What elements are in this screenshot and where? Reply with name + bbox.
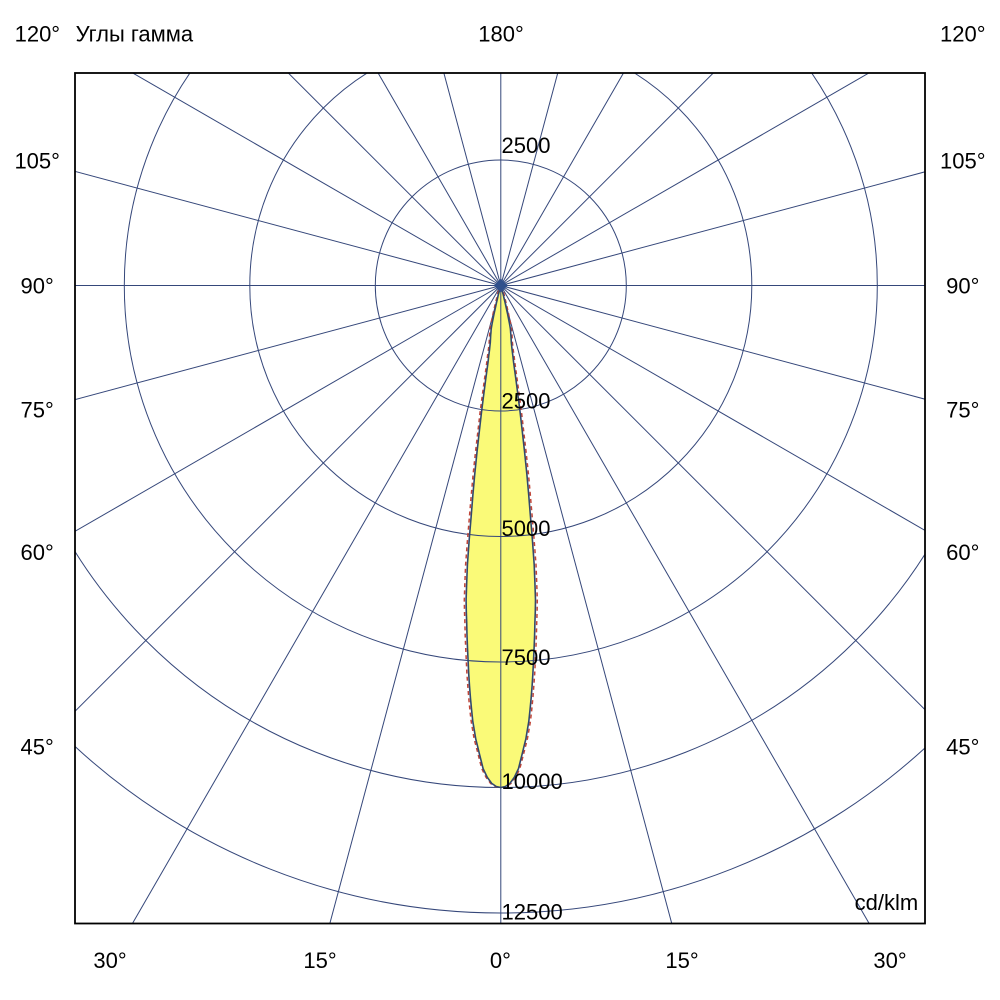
svg-text:90°: 90° (946, 274, 979, 299)
svg-text:2500: 2500 (502, 389, 551, 414)
svg-text:2500: 2500 (502, 133, 551, 158)
svg-text:45°: 45° (21, 734, 54, 759)
svg-text:45°: 45° (946, 734, 979, 759)
svg-text:105°: 105° (14, 149, 60, 174)
svg-text:0°: 0° (490, 948, 511, 973)
svg-text:12500: 12500 (502, 899, 563, 924)
svg-text:120°: 120° (940, 22, 986, 47)
svg-text:30°: 30° (873, 948, 906, 973)
svg-text:75°: 75° (21, 397, 54, 422)
svg-text:180°: 180° (478, 22, 524, 47)
svg-text:75°: 75° (946, 397, 979, 422)
svg-text:60°: 60° (946, 540, 979, 565)
svg-text:15°: 15° (303, 948, 336, 973)
svg-text:15°: 15° (665, 948, 698, 973)
svg-text:cd/klm: cd/klm (855, 890, 919, 915)
svg-text:7500: 7500 (502, 645, 551, 670)
svg-text:5000: 5000 (502, 516, 551, 541)
svg-text:30°: 30° (93, 948, 126, 973)
svg-text:60°: 60° (21, 540, 54, 565)
svg-text:90°: 90° (21, 274, 54, 299)
svg-text:120°: 120° (15, 22, 61, 47)
svg-text:105°: 105° (940, 149, 986, 174)
svg-text:10000: 10000 (502, 769, 563, 794)
svg-text:Углы гамма: Углы гамма (76, 22, 194, 47)
